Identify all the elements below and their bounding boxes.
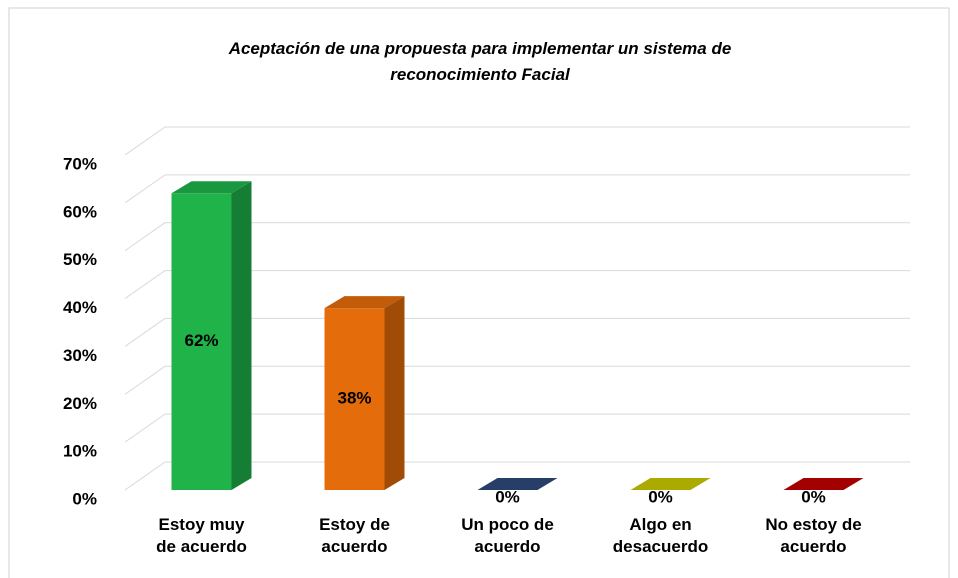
grid-line-side [124, 365, 166, 395]
y-tick-label: 70% [63, 154, 97, 173]
bar-top [171, 181, 252, 194]
value-label: 0% [648, 487, 673, 506]
grid-line-side [124, 461, 166, 491]
y-tick-label: 60% [63, 202, 97, 221]
grid-line-side [124, 413, 166, 443]
y-tick-label: 20% [63, 394, 97, 413]
value-label: 0% [801, 487, 826, 506]
grid-line-side [124, 270, 166, 299]
y-tick-label: 30% [63, 346, 97, 365]
value-label: 38% [337, 389, 371, 408]
x-tick-label: Algo en desacuerdo [613, 515, 708, 556]
bar-top [783, 478, 864, 490]
y-tick-label: 10% [63, 442, 97, 461]
grid-line-side [124, 126, 166, 156]
value-label: 0% [495, 487, 520, 506]
bar-top [324, 296, 405, 309]
chart-border [8, 7, 950, 578]
bar-side [384, 296, 405, 490]
y-tick-label: 0% [72, 489, 97, 508]
x-tick-label: Estoy de acuerdo [319, 515, 390, 556]
grid-line-side [124, 222, 166, 252]
bar-top [630, 478, 711, 490]
bar-side [231, 181, 252, 491]
chart-title: Aceptación de una propuesta para impleme… [228, 39, 732, 84]
x-tick-label: Estoy muy de acuerdo [156, 515, 247, 556]
x-tick-label: Un poco de acuerdo [461, 515, 554, 556]
grid-line-side [124, 318, 166, 347]
x-tick-label: No estoy de acuerdo [765, 515, 861, 556]
bar-top [477, 478, 558, 490]
value-label: 62% [184, 331, 218, 350]
bar [324, 308, 385, 490]
grid-line-side [124, 174, 166, 204]
y-tick-label: 50% [63, 250, 97, 269]
bar [171, 193, 232, 491]
y-tick-label: 40% [63, 298, 97, 317]
